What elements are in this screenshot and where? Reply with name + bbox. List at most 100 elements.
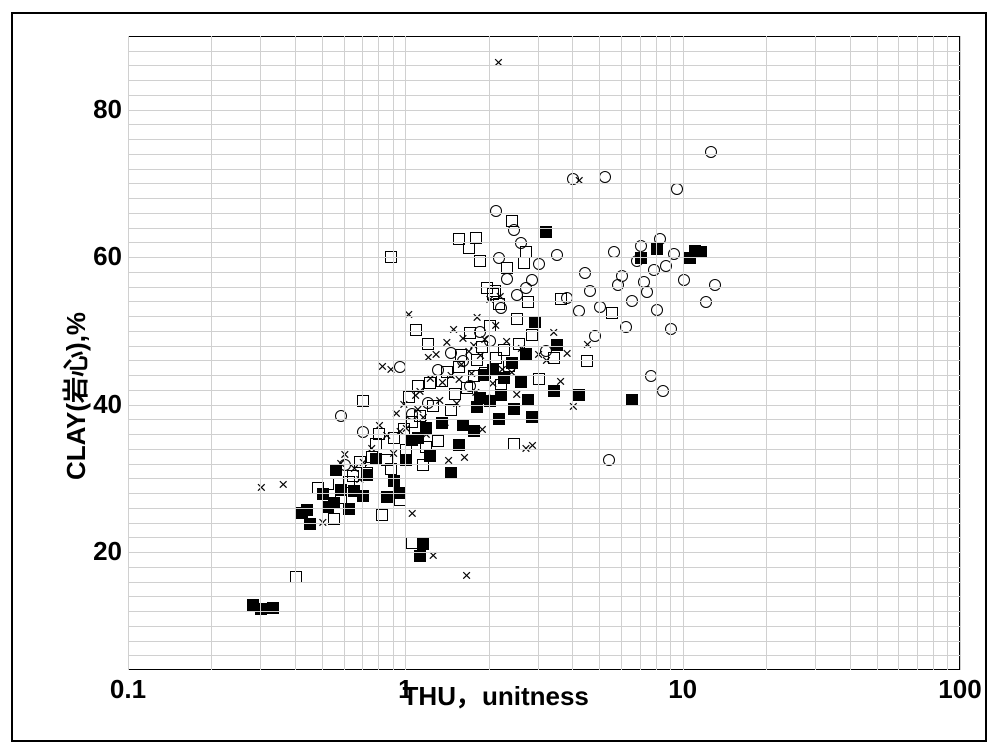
point-filled-square xyxy=(255,603,267,615)
point-cross: × xyxy=(474,347,486,359)
grid-x-minor xyxy=(362,36,363,670)
point-cross: × xyxy=(494,288,506,300)
grid-x-minor xyxy=(815,36,816,670)
grid-x-minor xyxy=(211,36,212,670)
grid-y-minor xyxy=(128,65,960,66)
point-open-square xyxy=(400,444,412,456)
grid-y-minor xyxy=(128,301,960,302)
point-cross: × xyxy=(548,324,560,336)
grid-x-minor xyxy=(640,36,641,670)
point-cross: × xyxy=(354,471,366,483)
grid-x-minor xyxy=(295,36,296,670)
grid-y-minor xyxy=(128,537,960,538)
point-cross: × xyxy=(430,346,442,358)
grid-y-minor xyxy=(128,611,960,612)
grid-y-minor xyxy=(128,51,960,52)
y-tick-label: 80 xyxy=(78,94,122,125)
grid-x-minor xyxy=(344,36,345,670)
grid-y-minor xyxy=(128,508,960,509)
grid-y-major xyxy=(128,257,960,258)
grid-y-minor xyxy=(128,626,960,627)
grid-x-minor xyxy=(572,36,573,670)
grid-x-minor xyxy=(917,36,918,670)
point-filled-square xyxy=(529,316,541,328)
point-cross: × xyxy=(400,420,412,432)
point-open-circle xyxy=(357,426,369,438)
point-open-square xyxy=(522,296,534,308)
grid-x-minor xyxy=(489,36,490,670)
point-cross: × xyxy=(506,364,518,376)
x-tick-label: 0.1 xyxy=(98,674,158,705)
grid-y-minor xyxy=(128,641,960,642)
grid-y-minor xyxy=(128,316,960,317)
point-open-square xyxy=(394,494,406,506)
point-open-square xyxy=(511,313,523,325)
point-cross: × xyxy=(420,426,432,438)
grid-y-minor xyxy=(128,434,960,435)
grid-y-minor xyxy=(128,346,960,347)
point-open-circle xyxy=(665,323,677,335)
y-tick-label: 60 xyxy=(78,241,122,272)
grid-y-major xyxy=(128,552,960,553)
point-cross: × xyxy=(317,514,329,526)
point-open-circle xyxy=(533,258,545,270)
grid-x-minor xyxy=(656,36,657,670)
point-open-square xyxy=(432,435,444,447)
point-cross: × xyxy=(385,361,397,373)
grid-x-minor xyxy=(538,36,539,670)
grid-y-minor xyxy=(128,287,960,288)
grid-x-major xyxy=(405,36,406,670)
grid-y-minor xyxy=(128,228,960,229)
point-cross: × xyxy=(414,383,426,395)
point-open-square xyxy=(322,478,334,490)
grid-y-major xyxy=(128,405,960,406)
grid-x-minor xyxy=(898,36,899,670)
x-axis-label: THU，unitness xyxy=(403,676,589,713)
grid-x-minor xyxy=(766,36,767,670)
y-tick-label: 20 xyxy=(78,536,122,567)
point-open-circle xyxy=(651,304,663,316)
point-open-square xyxy=(581,355,593,367)
grid-y-minor xyxy=(128,464,960,465)
point-cross: × xyxy=(493,54,505,66)
point-cross: × xyxy=(388,445,400,457)
point-open-circle xyxy=(709,279,721,291)
y-axis-label: CLAY(岩心),% xyxy=(56,312,93,480)
point-filled-square xyxy=(304,518,316,530)
point-cross: × xyxy=(471,309,483,321)
grid-x-major xyxy=(960,36,961,670)
point-cross: × xyxy=(443,452,455,464)
grid-x-minor xyxy=(877,36,878,670)
grid-x-minor xyxy=(947,36,948,670)
point-open-square xyxy=(518,257,530,269)
point-open-circle xyxy=(490,205,502,217)
point-open-square xyxy=(335,492,347,504)
point-filled-square xyxy=(651,243,663,255)
point-cross: × xyxy=(398,396,410,408)
point-open-square xyxy=(417,459,429,471)
grid-x-minor xyxy=(599,36,600,670)
grid-x-minor xyxy=(260,36,261,670)
grid-y-minor xyxy=(128,198,960,199)
grid-y-minor xyxy=(128,596,960,597)
point-open-circle xyxy=(508,224,520,236)
point-cross: × xyxy=(458,449,470,461)
grid-y-minor xyxy=(128,213,960,214)
grid-x-minor xyxy=(621,36,622,670)
point-open-circle xyxy=(657,385,669,397)
grid-x-major xyxy=(128,36,129,670)
grid-y-minor xyxy=(128,419,960,420)
grid-y-minor xyxy=(128,567,960,568)
point-filled-square xyxy=(357,490,369,502)
point-cross: × xyxy=(381,427,393,439)
point-open-circle xyxy=(705,146,717,158)
point-cross: × xyxy=(567,398,579,410)
point-open-circle xyxy=(551,249,563,261)
grid-y-minor xyxy=(128,478,960,479)
grid-y-minor xyxy=(128,154,960,155)
point-cross: × xyxy=(511,386,523,398)
grid-y-minor xyxy=(128,183,960,184)
grid-y-minor xyxy=(128,169,960,170)
point-open-circle xyxy=(599,171,611,183)
grid-x-minor xyxy=(322,36,323,670)
